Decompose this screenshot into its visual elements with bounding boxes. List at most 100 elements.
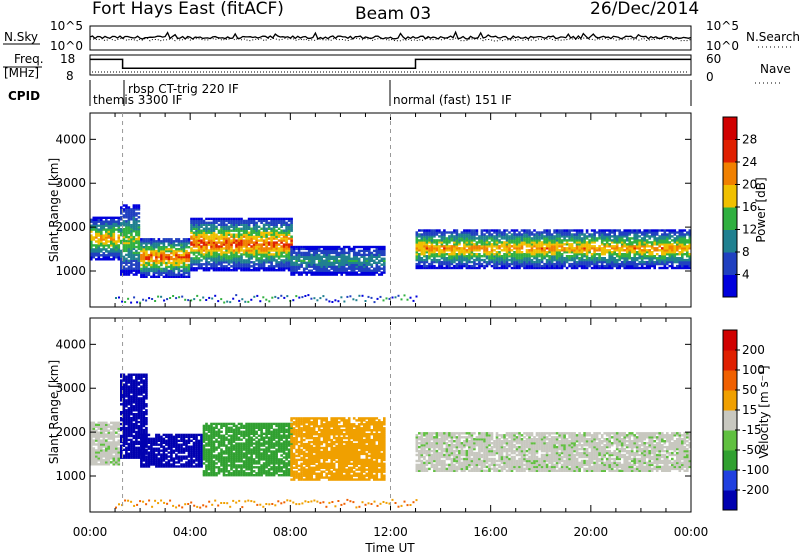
power-cell	[350, 269, 353, 272]
velocity-cell	[127, 442, 131, 446]
velocity-cell	[125, 426, 128, 430]
power-cell	[475, 229, 479, 232]
power-cell	[207, 227, 211, 230]
power-cell	[315, 255, 318, 258]
power-cell	[110, 230, 113, 233]
power-cell	[342, 263, 346, 266]
power-cell	[433, 266, 436, 270]
power-cell	[488, 241, 491, 244]
power-cell	[605, 235, 609, 238]
power-cell	[470, 243, 474, 246]
power-cell	[222, 235, 226, 238]
power-cell	[505, 249, 509, 252]
power-cell	[167, 248, 171, 251]
power-cell	[225, 229, 228, 232]
power-cell	[230, 265, 233, 268]
power-cell	[520, 237, 524, 240]
power-cell	[137, 241, 141, 245]
power-cell	[598, 255, 601, 258]
power-cell	[543, 239, 546, 242]
power-cell	[302, 245, 306, 249]
power-cell	[630, 229, 634, 232]
power-cell	[240, 237, 243, 240]
velocity-cell	[112, 459, 116, 462]
power-cell	[686, 251, 689, 254]
power-cell	[240, 261, 243, 264]
power-cell	[157, 251, 161, 255]
power-cell	[428, 255, 431, 258]
power-cell	[530, 245, 534, 248]
power-cell	[225, 241, 228, 244]
power-cell	[137, 263, 141, 266]
power-cell	[515, 260, 519, 264]
power-cell	[227, 245, 231, 248]
power-cell	[307, 255, 311, 258]
power-cell	[613, 231, 616, 234]
power-cell	[608, 253, 611, 256]
power-cell	[175, 275, 178, 278]
power-cell	[95, 248, 98, 251]
power-cell	[340, 265, 343, 268]
power-cell	[668, 229, 672, 232]
power-cell	[105, 238, 108, 241]
power-cell	[470, 239, 474, 242]
power-cell	[137, 226, 141, 229]
power-cell	[120, 208, 123, 211]
power-cell	[570, 257, 574, 260]
power-cell	[255, 243, 258, 246]
power-cell	[217, 217, 221, 221]
power-cell	[423, 264, 426, 268]
power-cell	[125, 212, 128, 215]
power-cell	[285, 231, 288, 234]
power-cell	[192, 253, 196, 256]
power-cell	[488, 251, 491, 254]
power-cell	[455, 233, 459, 236]
power-cell	[195, 251, 198, 254]
velocity-cell	[115, 451, 118, 454]
power-cell	[125, 241, 128, 245]
power-cell	[195, 241, 198, 244]
power-cell	[160, 240, 163, 243]
power-cell	[418, 253, 421, 256]
velocity-cell	[97, 459, 101, 462]
power-cell	[418, 239, 421, 242]
power-cell	[370, 263, 374, 266]
power-cell	[590, 235, 594, 238]
power-cell	[538, 235, 541, 238]
velocity-cell	[120, 454, 123, 457]
power-cell	[192, 227, 196, 230]
power-cell	[533, 245, 536, 248]
power-cell	[613, 237, 616, 240]
power-cell	[503, 249, 506, 252]
power-cell	[327, 249, 331, 253]
power-cell	[162, 246, 166, 249]
power-cell	[262, 241, 266, 244]
power-cell	[488, 231, 491, 234]
power-cell	[272, 253, 276, 256]
power-cell	[578, 262, 581, 266]
power-cell	[352, 245, 356, 249]
power-cell	[518, 233, 521, 236]
power-cell	[172, 263, 176, 267]
velocity-cell	[137, 440, 141, 444]
power-cell	[257, 253, 261, 256]
power-cell	[355, 299, 358, 302]
power-cell	[535, 266, 539, 270]
power-cell	[650, 243, 654, 246]
velocity-cell	[107, 453, 111, 456]
power-cell	[553, 243, 556, 246]
power-cell	[383, 271, 386, 274]
power-cell	[458, 260, 461, 264]
power-cell	[275, 247, 278, 250]
power-cell	[155, 267, 158, 271]
power-cell	[242, 221, 246, 224]
power-cell	[383, 249, 386, 253]
power-cell	[530, 241, 534, 244]
power-cell	[337, 247, 341, 251]
power-cell	[322, 273, 326, 276]
velocity-cell	[122, 405, 126, 408]
power-cell	[668, 245, 672, 248]
power-cell	[513, 233, 516, 236]
colorbar-tick-label: 8	[742, 245, 750, 259]
velocity-cell	[142, 415, 146, 418]
